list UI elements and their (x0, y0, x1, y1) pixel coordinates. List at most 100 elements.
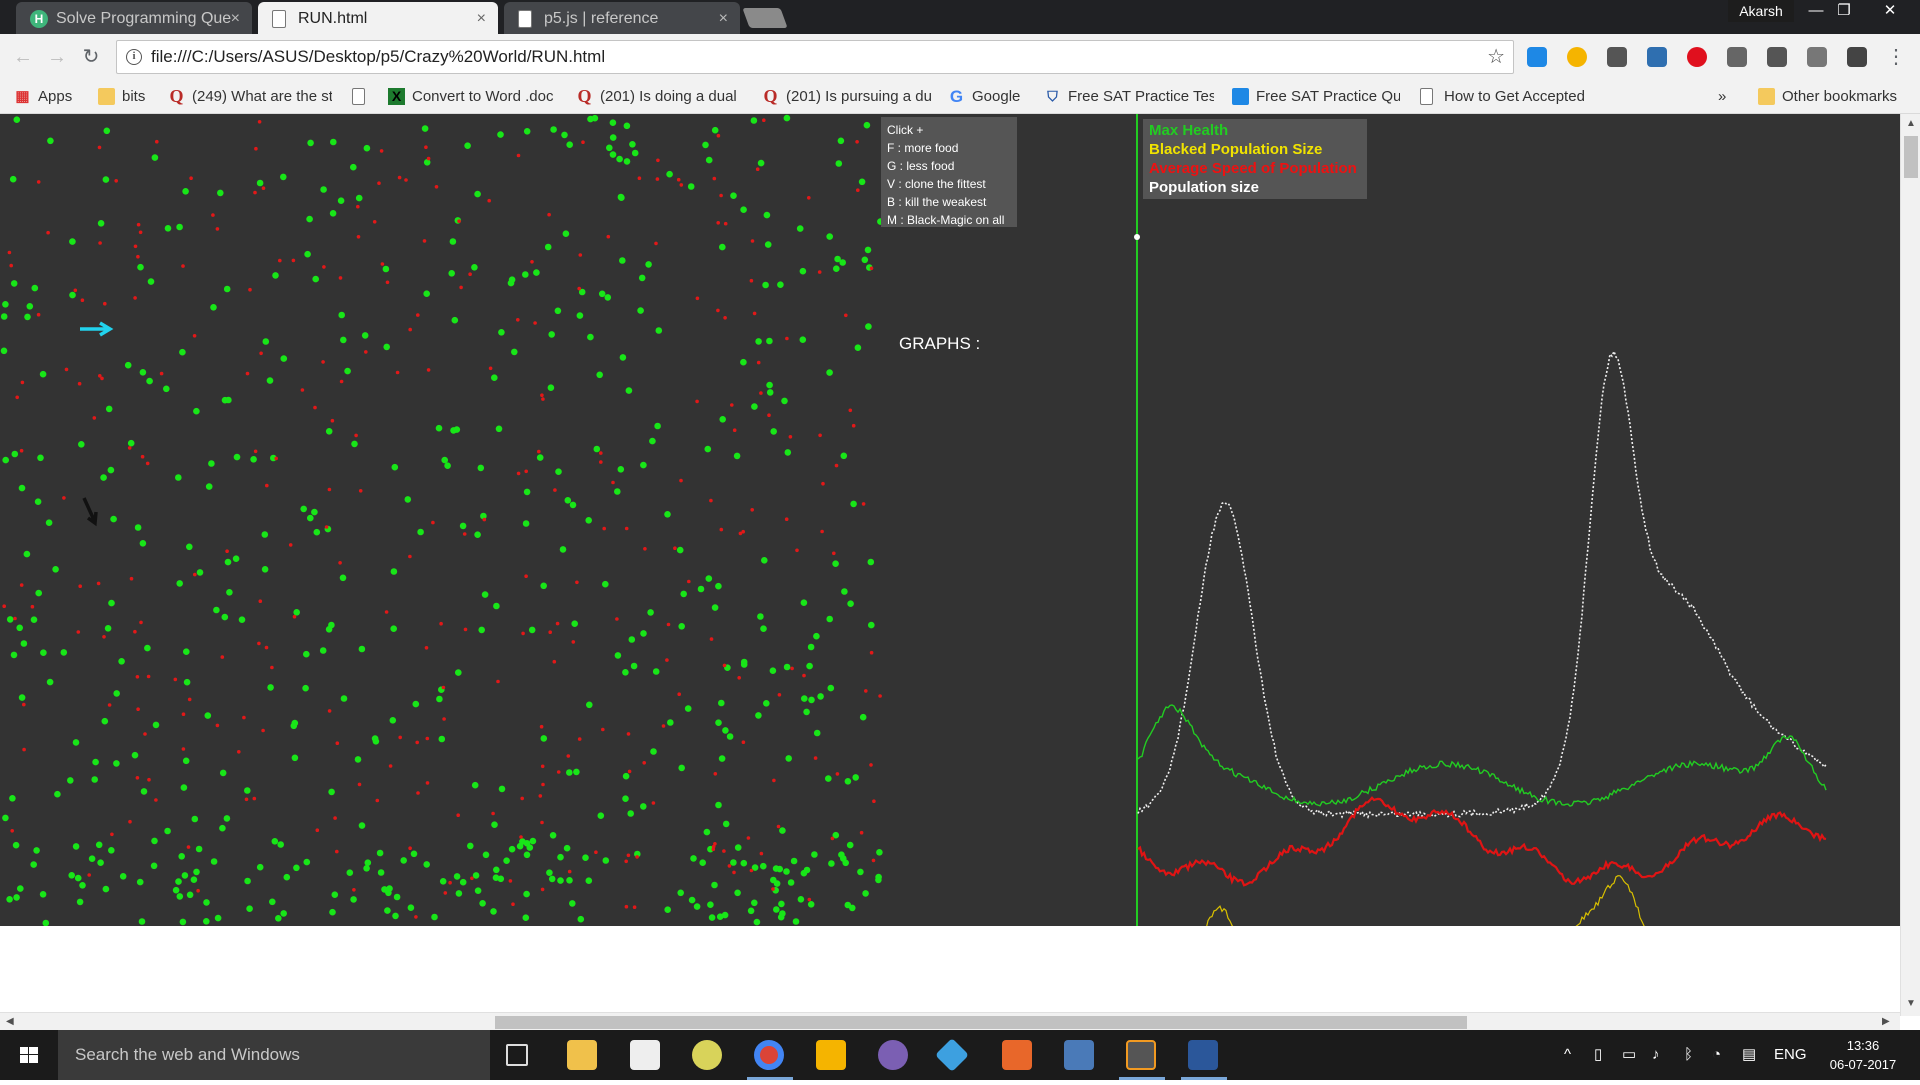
notification-icon[interactable]: ▤ (1742, 1046, 1757, 1063)
app-icon[interactable] (816, 1040, 846, 1070)
creature-dot (176, 580, 183, 587)
creature-dot (523, 840, 531, 847)
creature-dot (678, 764, 685, 772)
chrome-icon[interactable] (754, 1040, 784, 1070)
tab-p5js-reference[interactable]: p5.js | reference × (504, 2, 740, 34)
vertical-scroll-thumb[interactable] (1904, 136, 1918, 178)
food-dot (133, 244, 138, 249)
creature-dot (868, 621, 875, 629)
creature-dot (371, 735, 379, 742)
food-dot (834, 463, 839, 468)
extension-icon[interactable] (1567, 47, 1587, 67)
task-view-icon[interactable] (506, 1044, 528, 1066)
food-dot (248, 287, 252, 292)
horizontal-scroll-thumb[interactable] (495, 1016, 1467, 1029)
bookmark-quora-3[interactable]: Q (201) Is pursuing a du (758, 80, 932, 114)
opera-extension-icon[interactable] (1687, 47, 1707, 67)
scroll-up-icon[interactable]: ▲ (1906, 118, 1916, 129)
word-icon[interactable] (1188, 1040, 1218, 1070)
food-dot (553, 488, 557, 492)
pocket-icon[interactable] (1767, 47, 1787, 67)
creature-dot (103, 127, 111, 135)
extension-icon[interactable] (1807, 47, 1827, 67)
vertical-scrollbar[interactable]: ▲ ▼ (1900, 114, 1920, 1016)
creature-dot (101, 717, 109, 725)
scroll-down-icon[interactable]: ▼ (1906, 998, 1916, 1009)
bookmark-quora-2[interactable]: Q (201) Is doing a dual (572, 80, 738, 114)
creature-dot (799, 336, 807, 343)
close-icon[interactable]: × (718, 10, 728, 27)
horizontal-scrollbar[interactable]: ◀ ▶ (0, 1012, 1900, 1030)
app-icon[interactable] (692, 1040, 722, 1070)
forward-button[interactable]: → (47, 46, 67, 68)
bookmark-sat-test[interactable]: ⛉ Free SAT Practice Test (1040, 80, 1214, 114)
show-hidden-icons[interactable]: ^ (1564, 1046, 1572, 1063)
extension-icon[interactable] (1647, 47, 1667, 67)
sublime-text-icon[interactable] (1126, 1040, 1156, 1070)
food-dot (159, 371, 164, 376)
bookmark-how-to-get-accepted[interactable]: How to Get Accepted (1416, 80, 1592, 114)
clock[interactable]: 13:36 06-07-2017 (1818, 1036, 1908, 1074)
creature-dot (303, 858, 311, 866)
scroll-left-icon[interactable]: ◀ (6, 1016, 14, 1027)
creature-dot (127, 439, 135, 447)
calculator-icon[interactable] (630, 1040, 660, 1070)
minimize-button[interactable]: — (1808, 2, 1824, 19)
usb-icon[interactable]: ▯ (1594, 1046, 1603, 1063)
back-button[interactable]: ← (13, 46, 33, 68)
app-icon[interactable] (935, 1038, 969, 1072)
tab-run-html[interactable]: RUN.html × (258, 2, 498, 34)
bookmark-apps[interactable]: ▦ Apps (10, 80, 90, 114)
bluetooth-icon[interactable]: ᛒ (1684, 1046, 1694, 1063)
bookmark-label: Other bookmarks (1782, 88, 1898, 105)
tab-solve-programming[interactable]: H Solve Programming Que × (16, 2, 252, 34)
bookmark-sat-questions[interactable]: Free SAT Practice Que (1228, 80, 1400, 114)
extension-icon[interactable] (1727, 47, 1747, 67)
extension-icon[interactable] (1527, 47, 1547, 67)
other-bookmarks[interactable]: Other bookmarks (1754, 80, 1914, 114)
language-indicator[interactable]: ENG (1774, 1046, 1807, 1063)
bookmark-quora-1[interactable]: Q (249) What are the st (164, 80, 332, 114)
bookmark-bits[interactable]: bits (94, 80, 154, 114)
new-tab-button[interactable] (742, 8, 788, 28)
reload-button[interactable]: ↻ (82, 46, 100, 68)
extension-icon[interactable] (1847, 47, 1867, 67)
battery-icon[interactable]: ▭ (1622, 1046, 1637, 1063)
wifi-icon[interactable]: ◔ (1712, 1046, 1722, 1063)
menu-icon[interactable]: ⋮ (1886, 46, 1906, 68)
creature-dot (766, 381, 773, 389)
taskbar-search-box[interactable]: Search the web and Windows (58, 1030, 490, 1080)
food-dot (861, 502, 866, 506)
bookmark-convert-to-word[interactable]: X Convert to Word .doc (384, 80, 556, 114)
info-icon[interactable]: i (126, 49, 142, 65)
food-dot (252, 796, 257, 801)
close-icon[interactable]: × (476, 10, 486, 27)
close-icon[interactable]: × (230, 10, 240, 27)
creature-dot (119, 873, 127, 880)
scroll-right-icon[interactable]: ▶ (1882, 1016, 1890, 1027)
address-bar[interactable]: i file:///C:/Users/ASUS/Desktop/p5/Crazy… (116, 40, 1514, 74)
volume-icon[interactable]: ♪ (1652, 1046, 1660, 1063)
bookmark-page[interactable] (348, 80, 376, 114)
file-explorer-icon[interactable] (567, 1040, 597, 1070)
bookmark-google[interactable]: G Google (944, 80, 1038, 114)
app-icon[interactable] (1002, 1040, 1032, 1070)
profile-button[interactable]: Akarsh (1728, 0, 1794, 22)
creature-dot (140, 788, 148, 795)
food-dot (487, 198, 492, 203)
bookmarks-overflow-button[interactable]: » (1718, 88, 1727, 105)
url-text[interactable]: file:///C:/Users/ASUS/Desktop/p5/Crazy%2… (151, 47, 606, 66)
food-dot (258, 599, 263, 603)
creature-dot (76, 898, 84, 906)
food-dot (602, 526, 606, 531)
window-close-button[interactable]: ✕ (1883, 2, 1897, 19)
bookmark-star-icon[interactable]: ☆ (1487, 46, 1505, 68)
food-dot (844, 313, 848, 318)
p5-sketch-canvas[interactable]: Click + F : more food G : less food V : … (0, 114, 1900, 926)
creature-dot (593, 445, 601, 453)
app-icon[interactable] (878, 1040, 908, 1070)
extension-icon[interactable] (1607, 47, 1627, 67)
restore-button[interactable]: ❐ (1837, 2, 1851, 19)
app-icon[interactable] (1064, 1040, 1094, 1070)
start-button[interactable] (0, 1030, 58, 1080)
